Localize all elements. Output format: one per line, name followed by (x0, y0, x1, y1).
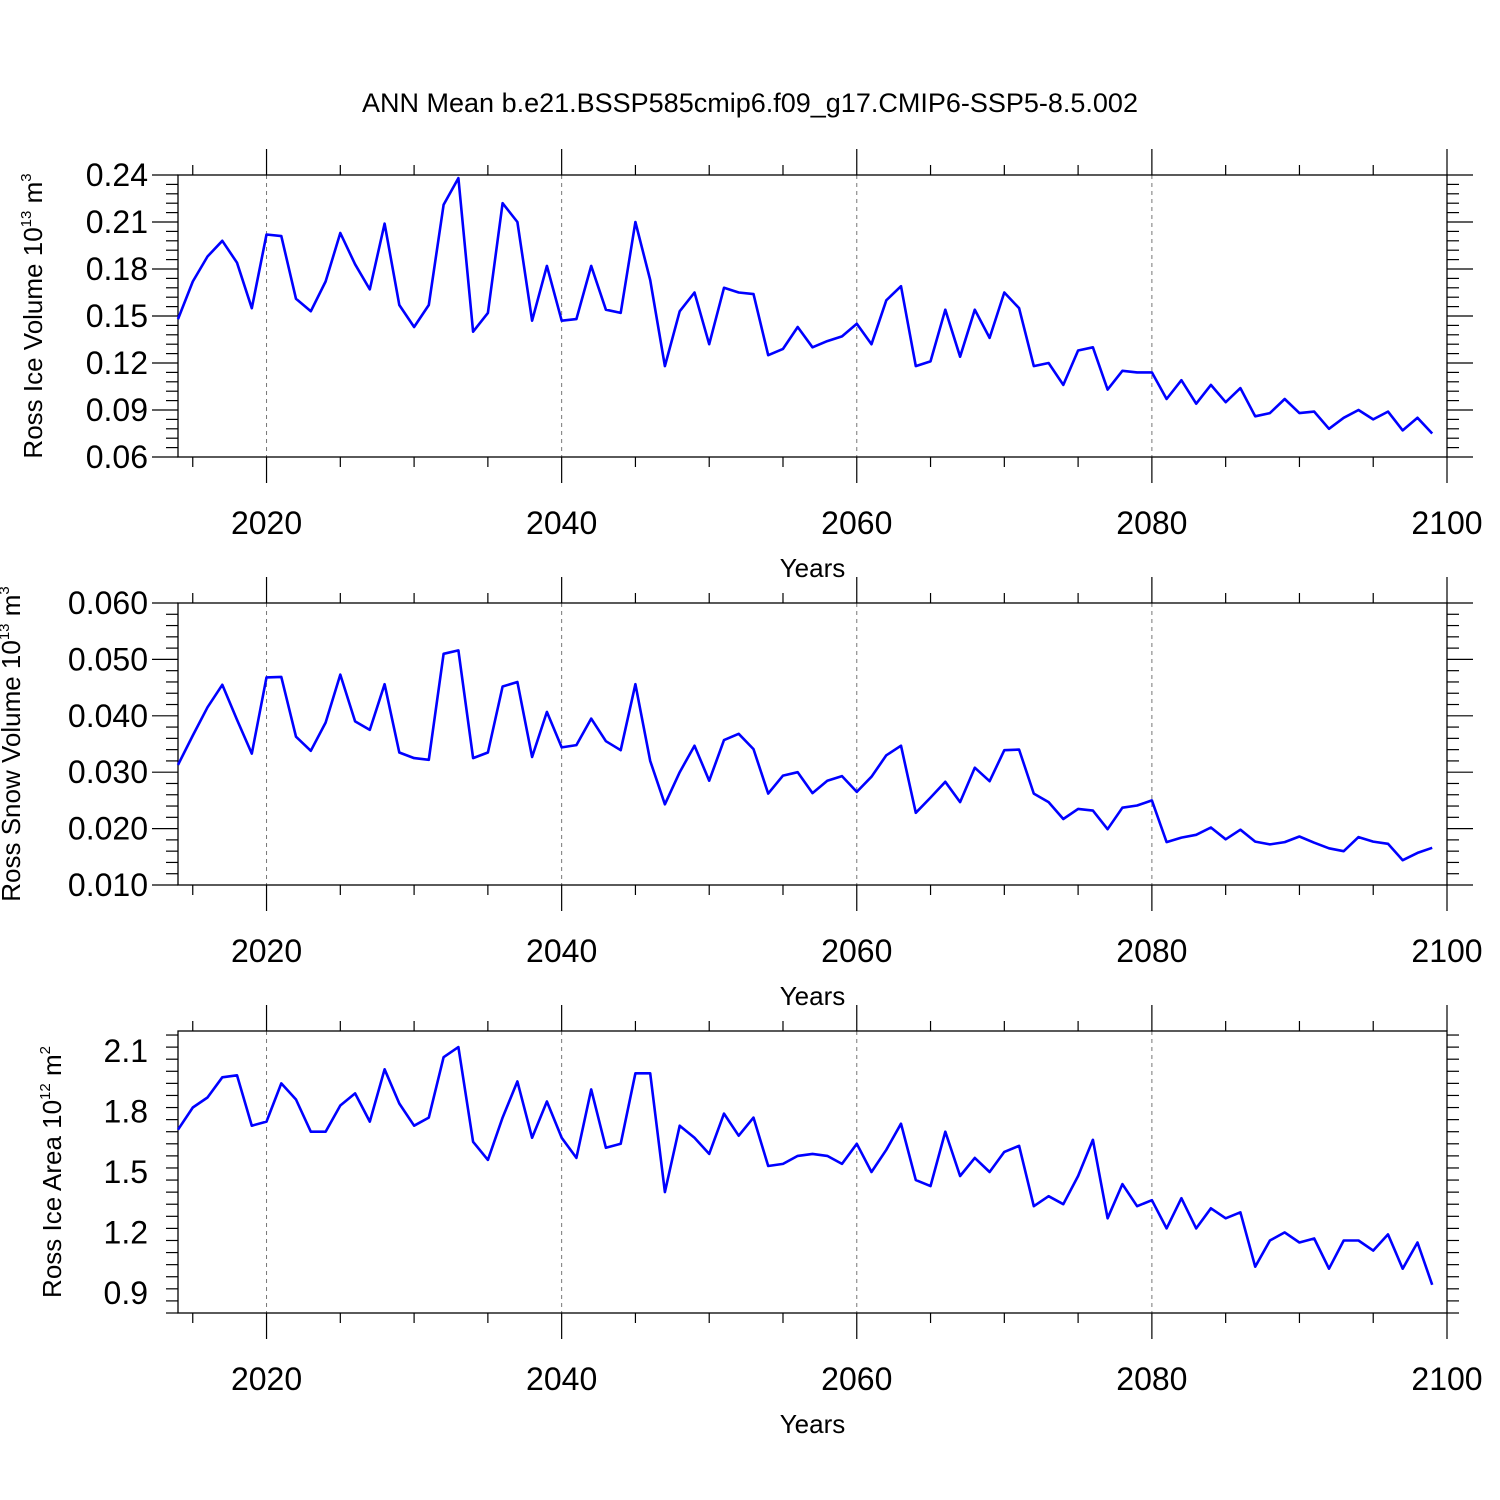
y-axis-title: Ross Ice Area 1012 m2 (37, 1046, 67, 1298)
y-tick-label: 0.030 (68, 754, 148, 790)
x-tick-label: 2080 (1116, 505, 1187, 541)
x-tick-label: 2080 (1116, 933, 1187, 969)
y-tick-label: 0.010 (68, 867, 148, 903)
chart-panels: 2020 2040 2060 2080 2100 0.06 0.09 0.12 0.15 0.18… (0, 149, 1483, 1439)
x-tick-label: 2020 (231, 505, 302, 541)
y-tick-label: 2.1 (104, 1033, 148, 1069)
y-tick-label: 0.21 (86, 204, 148, 240)
x-axis-title: Years (780, 981, 846, 1011)
x-tick-label: 2040 (526, 1361, 597, 1397)
y-axis-title-exponent: 3 (18, 173, 35, 181)
y-tick-label: 0.9 (104, 1275, 148, 1311)
y-tick-label: 0.050 (68, 641, 148, 677)
y-axis-title: Ross Snow Volume 1013 m3 (0, 586, 26, 902)
y-tick-label: 1.2 (104, 1214, 148, 1250)
x-tick-label: 2060 (821, 933, 892, 969)
x-tick-label: 2100 (1411, 933, 1482, 969)
x-tick-label: 2040 (526, 933, 597, 969)
y-axis-title-exponent: 3 (0, 586, 13, 594)
y-tick-label: 0.020 (68, 811, 148, 847)
series-line (176, 649, 1433, 862)
x-tick-label: 2100 (1411, 1361, 1482, 1397)
figure-title: ANN Mean b.e21.BSSP585cmip6.f09_g17.CMIP… (362, 88, 1138, 118)
y-axis-title-part: Ross Ice Volume 10 (18, 227, 48, 458)
plot-frame (177, 1030, 1448, 1314)
y-tick-label: 0.15 (86, 298, 148, 334)
y-tick-label: 1.8 (104, 1094, 148, 1130)
x-tick-label: 2100 (1411, 505, 1482, 541)
y-axis-title-exponent: 2 (37, 1046, 54, 1054)
y-tick-label: 0.06 (86, 439, 148, 475)
y-axis-title-exponent: 13 (0, 623, 13, 640)
y-axis-title-part: Ross Ice Area 10 (37, 1100, 67, 1298)
chart-panel-3: 2020 2040 2060 2080 2100 0.9 1.2 1.5 1.8 2.1 Years… (37, 1005, 1483, 1439)
y-tick-label: 0.09 (86, 392, 148, 428)
x-tick-label: 2040 (526, 505, 597, 541)
y-tick-label: 0.040 (68, 698, 148, 734)
x-tick-label: 2080 (1116, 1361, 1187, 1397)
y-axis-title: Ross Ice Volume 1013 m3 (18, 173, 48, 458)
series-line (176, 176, 1434, 435)
y-tick-label: 1.5 (104, 1154, 148, 1190)
y-axis-title-exponent: 12 (37, 1083, 54, 1100)
y-tick-label: 0.12 (86, 345, 148, 381)
plot-frame (177, 602, 1448, 886)
x-tick-label: 2020 (231, 1361, 302, 1397)
x-tick-label: 2060 (821, 505, 892, 541)
x-axis-title: Years (780, 553, 846, 583)
y-axis-title-part: m (0, 595, 26, 624)
x-tick-label: 2060 (821, 1361, 892, 1397)
y-axis-title-exponent: 13 (18, 211, 35, 228)
y-tick-label: 0.24 (86, 157, 148, 193)
chart-panel-1: 2020 2040 2060 2080 2100 0.06 0.09 0.12 0.15 0.18… (18, 149, 1483, 583)
chart-panel-2: 2020 2040 2060 2080 2100 0.010 0.020 0.030 0.040… (0, 577, 1483, 1011)
y-tick-label: 0.060 (68, 585, 148, 621)
y-axis-title-part: m (18, 182, 48, 211)
x-axis-title: Years (780, 1409, 846, 1439)
y-axis-title-part: Ross Snow Volume 10 (0, 640, 26, 902)
y-tick-label: 0.18 (86, 251, 148, 287)
y-axis-title-part: m (37, 1054, 67, 1083)
x-tick-label: 2020 (231, 933, 302, 969)
series-line (176, 1045, 1434, 1286)
